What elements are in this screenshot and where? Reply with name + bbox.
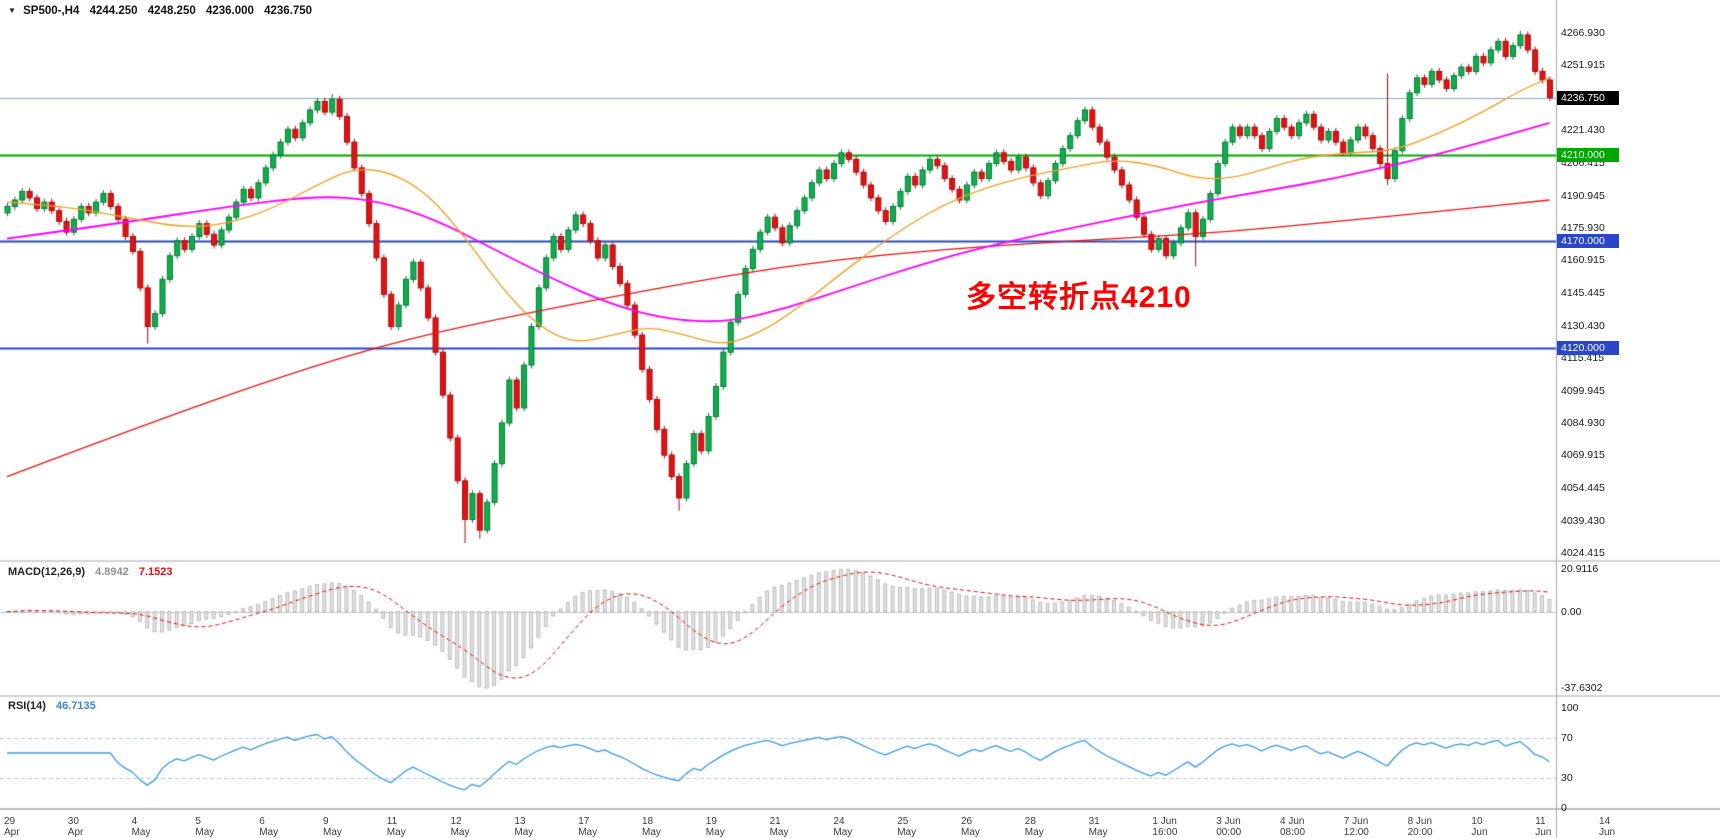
symbol-marker-icon: ▼ (8, 6, 16, 15)
time-tick-label: 9 May 23:00 (323, 816, 342, 838)
time-tick-label: 5 May 08:00 (195, 816, 215, 838)
time-tick-label: 4 Jun 08:00 (1280, 816, 1306, 838)
time-tick-label: 24 May 04:00 (833, 816, 853, 838)
level-price-badge: 4170.000 (1557, 233, 1619, 248)
time-tick-label: 19 May 16:00 (705, 816, 725, 838)
header-open-value: 4244.250 (89, 5, 138, 17)
price-tick-label: 4084.930 (1561, 417, 1605, 430)
price-tick-label: 4266.930 (1561, 26, 1605, 39)
time-tick-label: 4 May 00:00 (131, 816, 151, 838)
rsi-tick-label: 70 (1561, 732, 1573, 744)
macd-tick-label: 0.00 (1561, 605, 1582, 618)
time-tick-label: 12 May 12:00 (450, 816, 470, 838)
price-tick-label: 4145.445 (1561, 287, 1605, 300)
price-tick-label: 4130.430 (1561, 319, 1605, 332)
rsi-tick-label: 100 (1561, 702, 1579, 714)
time-tick-label: 1 Jun 16:00 (1152, 816, 1178, 838)
price-tick-label: 4069.915 (1561, 449, 1605, 462)
time-tick-label: 31 May 08:00 (1088, 816, 1108, 838)
time-tick-label: 17 May 00:00 (578, 816, 598, 838)
price-tick-label: 4039.430 (1561, 514, 1605, 527)
time-tick-label: 25 May 12:00 (897, 816, 917, 838)
macd-tick-label: 20.9116 (1561, 563, 1599, 576)
level-price-badge: 4210.000 (1557, 147, 1619, 162)
header-close-value: 4236.750 (264, 5, 313, 17)
rsi-tick-label: 30 (1561, 772, 1573, 784)
price-tick-label: 4251.915 (1561, 59, 1605, 72)
macd-value: 4.8942 (95, 566, 129, 578)
rsi-tick-label: 0 (1561, 802, 1567, 814)
time-tick-label: 14 Jun 16:00 (1599, 816, 1616, 838)
rsi-name: RSI(14) (8, 700, 46, 712)
time-tick-label: 10 Jun 04:00 (1471, 816, 1488, 838)
time-tick-label: 8 Jun 20:00 (1407, 816, 1433, 838)
level-price-badge: 4120.000 (1557, 340, 1619, 355)
time-tick-label: 18 May 08:00 (642, 816, 661, 838)
annotation-text[interactable]: 多空转折点4210 (966, 281, 1192, 314)
time-tick-label: 30 Apr 20:00 (67, 816, 84, 838)
macd-signal-value: 7.1523 (138, 566, 173, 578)
header-low-value: 4236.000 (205, 5, 254, 17)
price-tick-label: 4024.415 (1561, 546, 1605, 559)
time-tick-label: 13 May 20:00 (514, 816, 534, 838)
macd-name: MACD(12,26,9) (8, 566, 86, 578)
time-tick-label: 21 May 00:00 (769, 816, 789, 838)
macd-tick-label: -37.6302 (1561, 682, 1603, 695)
macd-panel-label: MACD(12,26,9) 4.8942 7.1523 (8, 566, 172, 578)
time-tick-label: 28 May 04:00 (1024, 816, 1044, 838)
price-tick-label: 4190.945 (1561, 189, 1605, 202)
header-high-value: 4248.250 (147, 5, 196, 17)
current-price-badge: 4236.750 (1557, 90, 1619, 105)
symbol-timeframe-label: SP500-,H4 (23, 5, 80, 17)
time-tick-label: 6 May 16:00 (259, 816, 279, 838)
rsi-value: 46.7135 (55, 700, 96, 712)
time-tick-label: 3 Jun 00:00 (1216, 816, 1242, 838)
time-tick-label: 26 May 20:00 (961, 816, 980, 838)
chart-header: ▼ SP500-,H4 4244.250 4248.250 4236.000 4… (8, 5, 312, 17)
price-tick-label: 4175.930 (1561, 222, 1605, 235)
time-tick-label: 11 Jun 12:00 (1535, 816, 1552, 838)
price-tick-label: 4160.915 (1561, 254, 1605, 267)
time-tick-label: 29 Apr 2021 (4, 816, 20, 838)
price-tick-label: 4054.445 (1561, 482, 1605, 495)
price-tick-label: 4099.945 (1561, 384, 1605, 397)
price-tick-label: 4221.430 (1561, 124, 1605, 137)
rsi-panel-label: RSI(14) 46.7135 (8, 700, 96, 712)
time-tick-label: 11 May 04:00 (386, 816, 406, 838)
time-tick-label: 7 Jun 12:00 (1343, 816, 1369, 838)
